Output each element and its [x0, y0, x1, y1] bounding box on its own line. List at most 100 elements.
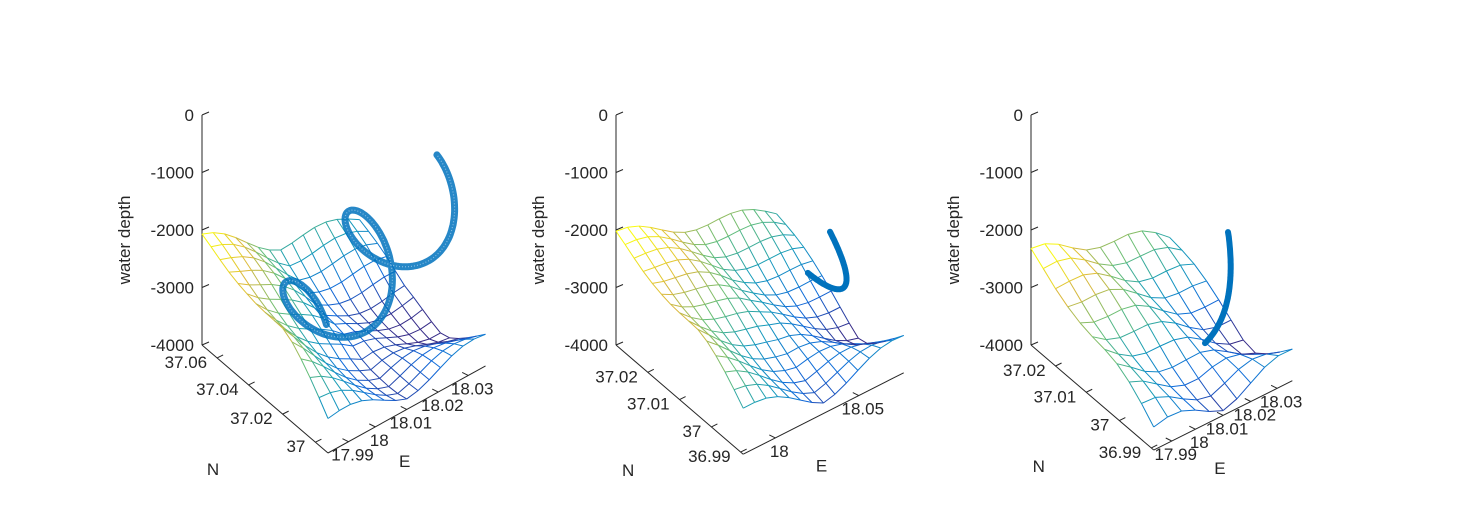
mesh-segment: [388, 324, 401, 330]
mesh-segment: [836, 371, 847, 384]
mesh-segment: [754, 344, 765, 360]
mesh-segment: [702, 319, 713, 332]
mesh-segment: [715, 355, 726, 373]
e-tick-mark: [461, 372, 469, 376]
mesh-segment: [1187, 336, 1202, 340]
mesh-segment: [1145, 352, 1159, 373]
mesh-segment: [656, 248, 667, 264]
mesh-segment: [201, 233, 212, 247]
mesh-segment: [201, 232, 214, 235]
mesh-segment: [1141, 403, 1155, 428]
mesh-segment: [732, 344, 744, 347]
mesh-segment: [399, 364, 412, 377]
mesh-segment: [802, 325, 813, 337]
mesh-segment: [404, 345, 416, 349]
n-tick-mark: [1119, 417, 1126, 422]
mesh-segment: [330, 281, 342, 289]
mesh-segment: [782, 234, 793, 250]
n-tick-label: 37.06: [165, 353, 208, 372]
mesh-segment: [766, 396, 778, 399]
mesh-segment: [410, 354, 423, 366]
mesh-segment: [278, 312, 290, 315]
mesh-segment: [278, 312, 288, 326]
mesh-segment: [695, 285, 708, 290]
mesh-segment: [1195, 409, 1210, 413]
mesh-segment: [1136, 292, 1152, 299]
mesh-segment: [1030, 248, 1044, 269]
mesh-segment: [850, 346, 861, 353]
mesh-segment: [1058, 243, 1073, 249]
mesh-segment: [419, 329, 430, 340]
mesh-segment: [778, 275, 788, 293]
mesh-segment: [1171, 367, 1186, 386]
mesh-segment: [336, 315, 347, 324]
mesh-segment: [716, 235, 729, 242]
mesh-segment: [1150, 297, 1164, 312]
mesh-segment: [1093, 315, 1109, 323]
mesh-segment: [754, 397, 767, 403]
mesh-segment: [323, 366, 333, 378]
mesh-segment: [782, 313, 795, 318]
mesh-segment: [361, 359, 372, 371]
mesh-segment: [318, 392, 331, 399]
mesh-segment: [809, 342, 820, 352]
mesh-segment: [242, 256, 252, 271]
mesh-segment: [775, 353, 788, 358]
mesh-segment: [1057, 257, 1072, 262]
mesh-segment: [383, 346, 394, 354]
mesh-segment: [408, 328, 421, 335]
mesh-segment: [679, 248, 690, 260]
mesh-segment: [800, 334, 811, 344]
mesh-segment: [757, 324, 770, 327]
n-tick-label: 36.99: [1099, 443, 1142, 462]
mesh-segment: [253, 257, 266, 263]
mesh-segment: [788, 397, 801, 401]
z-axis-label: water depth: [115, 196, 134, 286]
mesh-segment: [784, 366, 797, 372]
mesh-segment: [761, 301, 772, 313]
z-tick-label: 0: [185, 106, 194, 125]
mesh-segment: [764, 210, 775, 223]
mesh-segment: [406, 343, 416, 347]
mesh-segment: [1212, 357, 1227, 368]
mesh-segment: [417, 379, 430, 391]
mesh-segment: [300, 313, 313, 316]
n-tick-mark: [740, 448, 747, 453]
mesh-segment: [707, 284, 719, 287]
mesh-segment: [309, 377, 320, 398]
mesh-segment: [289, 260, 302, 267]
mesh-segment: [1178, 292, 1192, 314]
mesh-segment: [768, 258, 779, 277]
mesh-segment: [1239, 353, 1253, 360]
mesh-segment: [300, 253, 313, 262]
mesh-segment: [289, 313, 300, 329]
mesh-segment: [1238, 358, 1253, 370]
mesh-segment: [725, 312, 738, 318]
mesh-segment: [1278, 348, 1293, 357]
mesh-segment: [341, 281, 351, 300]
mesh-segment: [682, 241, 694, 245]
mesh-segment: [219, 257, 232, 261]
mesh-segment: [300, 260, 311, 278]
mesh-segment: [652, 280, 664, 284]
mesh-segment: [399, 324, 410, 335]
mesh-segment: [401, 296, 414, 307]
mesh-segment: [397, 383, 410, 394]
mesh-segment: [334, 323, 347, 325]
mesh-segment: [347, 218, 358, 232]
mesh-segment: [718, 344, 731, 352]
mesh-segment: [1055, 280, 1070, 290]
z-tick-label: -4000: [980, 336, 1023, 355]
mesh-segment: [334, 323, 345, 335]
mesh-segment: [354, 248, 365, 267]
mesh-segment: [377, 386, 389, 390]
mesh-segment: [802, 392, 815, 394]
mesh-segment: [293, 336, 304, 349]
mesh-segment: [682, 241, 692, 252]
mesh-segment: [233, 244, 243, 257]
mesh-segment: [408, 383, 419, 391]
mesh-segment: [426, 343, 437, 345]
mesh-segment: [1121, 304, 1136, 310]
mesh-segment: [800, 333, 813, 337]
mesh-segment: [780, 252, 791, 271]
